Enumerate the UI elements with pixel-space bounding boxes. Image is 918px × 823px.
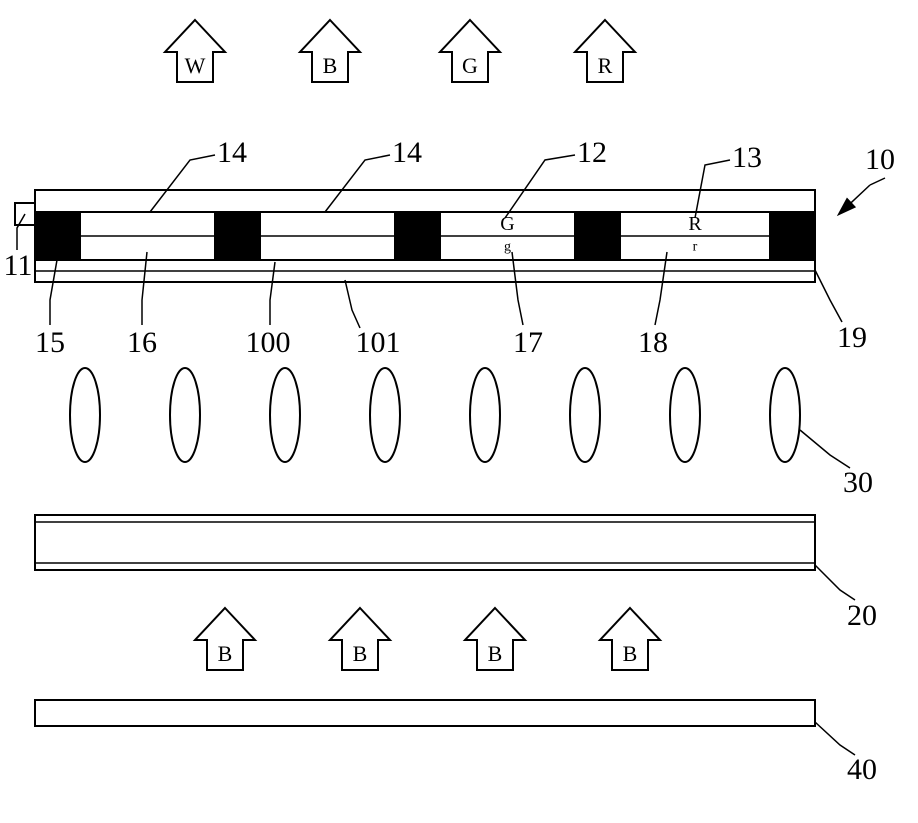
svg-text:W: W bbox=[185, 53, 206, 78]
svg-text:B: B bbox=[323, 53, 338, 78]
svg-text:15: 15 bbox=[35, 326, 65, 359]
svg-text:100: 100 bbox=[246, 326, 291, 359]
svg-text:10: 10 bbox=[865, 143, 895, 176]
svg-text:30: 30 bbox=[843, 466, 873, 499]
svg-text:14: 14 bbox=[392, 136, 422, 169]
svg-text:19: 19 bbox=[837, 321, 867, 354]
svg-text:17: 17 bbox=[513, 326, 543, 359]
svg-text:R: R bbox=[598, 53, 613, 78]
svg-text:G: G bbox=[462, 53, 478, 78]
svg-text:G: G bbox=[500, 213, 514, 235]
svg-text:r: r bbox=[693, 240, 698, 255]
svg-text:B: B bbox=[488, 641, 503, 666]
svg-text:B: B bbox=[218, 641, 233, 666]
svg-text:40: 40 bbox=[847, 753, 877, 786]
svg-text:11: 11 bbox=[4, 249, 33, 282]
svg-text:12: 12 bbox=[577, 136, 607, 169]
svg-text:101: 101 bbox=[356, 326, 401, 359]
svg-text:14: 14 bbox=[217, 136, 247, 169]
svg-text:B: B bbox=[353, 641, 368, 666]
svg-text:B: B bbox=[623, 641, 638, 666]
svg-text:13: 13 bbox=[732, 141, 762, 174]
svg-text:g: g bbox=[504, 240, 511, 255]
svg-text:20: 20 bbox=[847, 599, 877, 632]
svg-text:18: 18 bbox=[638, 326, 668, 359]
svg-text:16: 16 bbox=[127, 326, 157, 359]
